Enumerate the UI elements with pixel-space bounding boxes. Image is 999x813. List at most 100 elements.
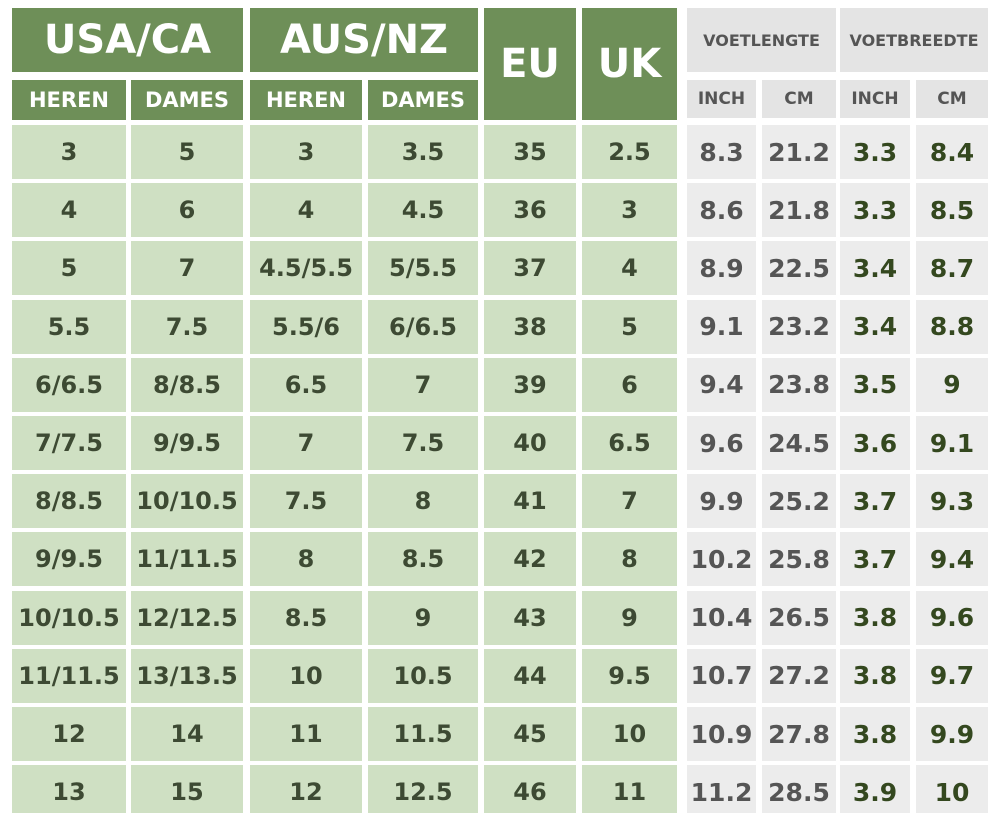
table-cell: 41 xyxy=(484,474,576,529)
table-cell: 3 xyxy=(12,125,126,179)
table-cell: 11/11.5 xyxy=(131,532,243,587)
table-cell: 23.2 xyxy=(762,299,836,354)
table-cell: 5.5/6 xyxy=(250,299,362,354)
table-cell: 3.8 xyxy=(840,648,910,703)
sub-header: HEREN xyxy=(250,80,362,120)
table-cell: 9.9 xyxy=(687,474,756,529)
table-cell: 10 xyxy=(250,648,362,703)
table-cell: 22.5 xyxy=(762,241,836,296)
table-cell: 7.5 xyxy=(368,416,478,470)
table-cell: 45 xyxy=(484,707,576,761)
table-cell: 9.1 xyxy=(687,299,756,354)
table-cell: 15 xyxy=(131,765,243,813)
table-cell: 21.8 xyxy=(762,183,836,238)
table-cell: 10.5 xyxy=(368,648,478,703)
table-cell: 5 xyxy=(582,299,677,354)
table-cell: 6 xyxy=(131,183,243,238)
table-cell: 4.5/5.5 xyxy=(250,241,362,296)
table-cell: 9 xyxy=(916,357,988,412)
table-cell: 9/9.5 xyxy=(12,532,126,587)
table-cell: 9 xyxy=(582,590,677,645)
table-cell: 9.7 xyxy=(916,648,988,703)
group-header: AUS/NZ xyxy=(250,8,478,72)
table-cell: 6 xyxy=(582,357,677,412)
table-cell: 8.9 xyxy=(687,241,756,296)
table-cell: 46 xyxy=(484,765,576,813)
table-cell: 28.5 xyxy=(762,765,836,813)
table-cell: 10.4 xyxy=(687,590,756,645)
table-cell: 5 xyxy=(12,241,126,296)
table-cell: 27.2 xyxy=(762,648,836,703)
table-cell: 10/10.5 xyxy=(131,474,243,529)
table-cell: 8.6 xyxy=(687,183,756,238)
table-cell: 8 xyxy=(250,532,362,587)
table-cell: 21.2 xyxy=(762,125,836,179)
table-cell: 12/12.5 xyxy=(131,590,243,645)
group-header: USA/CA xyxy=(12,8,243,72)
table-cell: 4 xyxy=(582,241,677,296)
table-cell: 8/8.5 xyxy=(12,474,126,529)
table-cell: 3.5 xyxy=(368,125,478,179)
sub-header: CM xyxy=(762,80,836,118)
table-cell: 7 xyxy=(582,474,677,529)
table-cell: 9.3 xyxy=(916,474,988,529)
table-cell: 5 xyxy=(131,125,243,179)
group-header: VOETBREEDTE xyxy=(840,8,988,72)
table-cell: 11 xyxy=(250,707,362,761)
table-cell: 43 xyxy=(484,590,576,645)
table-cell: 10/10.5 xyxy=(12,590,126,645)
table-cell: 6.5 xyxy=(250,357,362,412)
table-cell: 9.5 xyxy=(582,648,677,703)
table-cell: 11.2 xyxy=(687,765,756,813)
sub-header: INCH xyxy=(687,80,756,118)
table-cell: 37 xyxy=(484,241,576,296)
table-cell: 3 xyxy=(250,125,362,179)
table-cell: 3.8 xyxy=(840,590,910,645)
table-cell: 9.6 xyxy=(687,416,756,470)
table-cell: 8.5 xyxy=(250,590,362,645)
table-cell: 3.3 xyxy=(840,125,910,179)
table-cell: 3.8 xyxy=(840,707,910,761)
table-cell: 8.4 xyxy=(916,125,988,179)
group-header: EU xyxy=(484,8,576,120)
table-cell: 12 xyxy=(250,765,362,813)
table-cell: 3.7 xyxy=(840,474,910,529)
table-cell: 39 xyxy=(484,357,576,412)
table-cell: 9 xyxy=(368,590,478,645)
sub-header: CM xyxy=(916,80,988,118)
table-cell: 11 xyxy=(582,765,677,813)
table-cell: 3.9 xyxy=(840,765,910,813)
table-cell: 5/5.5 xyxy=(368,241,478,296)
table-cell: 10.2 xyxy=(687,532,756,587)
sub-header: HEREN xyxy=(12,80,126,120)
table-cell: 12 xyxy=(12,707,126,761)
table-cell: 4.5 xyxy=(368,183,478,238)
table-cell: 9.4 xyxy=(687,357,756,412)
table-cell: 9.6 xyxy=(916,590,988,645)
table-cell: 36 xyxy=(484,183,576,238)
table-cell: 8 xyxy=(368,474,478,529)
table-cell: 10.9 xyxy=(687,707,756,761)
table-cell: 3.4 xyxy=(840,299,910,354)
table-cell: 13 xyxy=(12,765,126,813)
table-cell: 8.3 xyxy=(687,125,756,179)
table-cell: 3.7 xyxy=(840,532,910,587)
table-cell: 8.7 xyxy=(916,241,988,296)
table-cell: 7 xyxy=(131,241,243,296)
table-cell: 24.5 xyxy=(762,416,836,470)
group-header: UK xyxy=(582,8,677,120)
table-cell: 10.7 xyxy=(687,648,756,703)
table-cell: 8/8.5 xyxy=(131,357,243,412)
table-cell: 40 xyxy=(484,416,576,470)
sub-header: INCH xyxy=(840,80,910,118)
sub-header: DAMES xyxy=(131,80,243,120)
table-cell: 7 xyxy=(368,357,478,412)
table-cell: 8.5 xyxy=(368,532,478,587)
table-cell: 8 xyxy=(582,532,677,587)
table-cell: 23.8 xyxy=(762,357,836,412)
table-cell: 3.3 xyxy=(840,183,910,238)
table-cell: 4 xyxy=(250,183,362,238)
table-cell: 11/11.5 xyxy=(12,648,126,703)
table-cell: 25.8 xyxy=(762,532,836,587)
table-cell: 7 xyxy=(250,416,362,470)
